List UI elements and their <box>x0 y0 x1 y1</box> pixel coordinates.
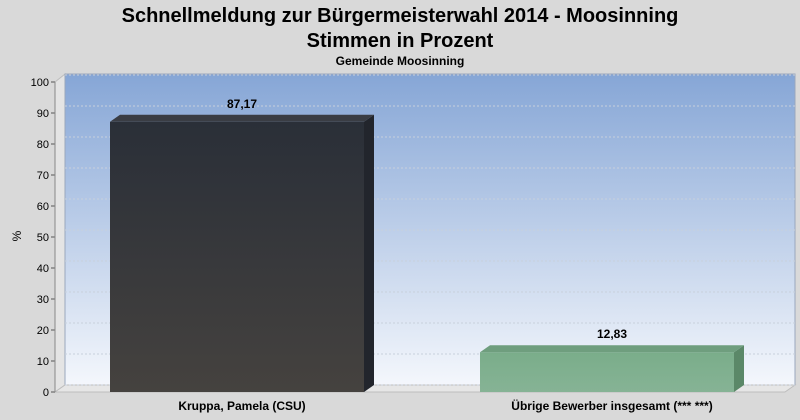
x-tick-label: Kruppa, Pamela (CSU) <box>178 399 305 413</box>
data-label: 12,83 <box>597 327 627 341</box>
y-tick-label: 50 <box>37 232 49 244</box>
x-tick-label: Übrige Bewerber insgesamt (*** ***) <box>511 398 712 413</box>
y-tick-label: 40 <box>37 263 49 275</box>
y-tick-label: 90 <box>37 108 49 120</box>
y-tick-label: 100 <box>31 77 49 89</box>
chart-title: Schnellmeldung zur Bürgermeisterwahl 201… <box>121 5 679 27</box>
chart-title-line2: Stimmen in Prozent <box>306 30 494 52</box>
chart-subtitle: Gemeinde Moosinning <box>335 54 465 68</box>
bar-top <box>480 345 744 353</box>
y-tick-label: 20 <box>37 325 49 337</box>
bar <box>110 121 364 392</box>
bar-top <box>110 114 374 122</box>
y-tick-label: 0 <box>43 387 49 399</box>
y-tick-label: 70 <box>37 170 49 182</box>
y-axis-label: % <box>10 230 24 241</box>
bar-side <box>364 114 374 392</box>
y-tick-label: 30 <box>37 294 49 306</box>
y-tick-label: 10 <box>37 356 49 368</box>
bar-side <box>734 345 744 392</box>
data-label: 87,17 <box>227 97 257 111</box>
y-tick-label: 60 <box>37 201 49 213</box>
side-wall <box>54 72 66 393</box>
bar <box>480 352 734 392</box>
y-tick-label: 80 <box>37 139 49 151</box>
